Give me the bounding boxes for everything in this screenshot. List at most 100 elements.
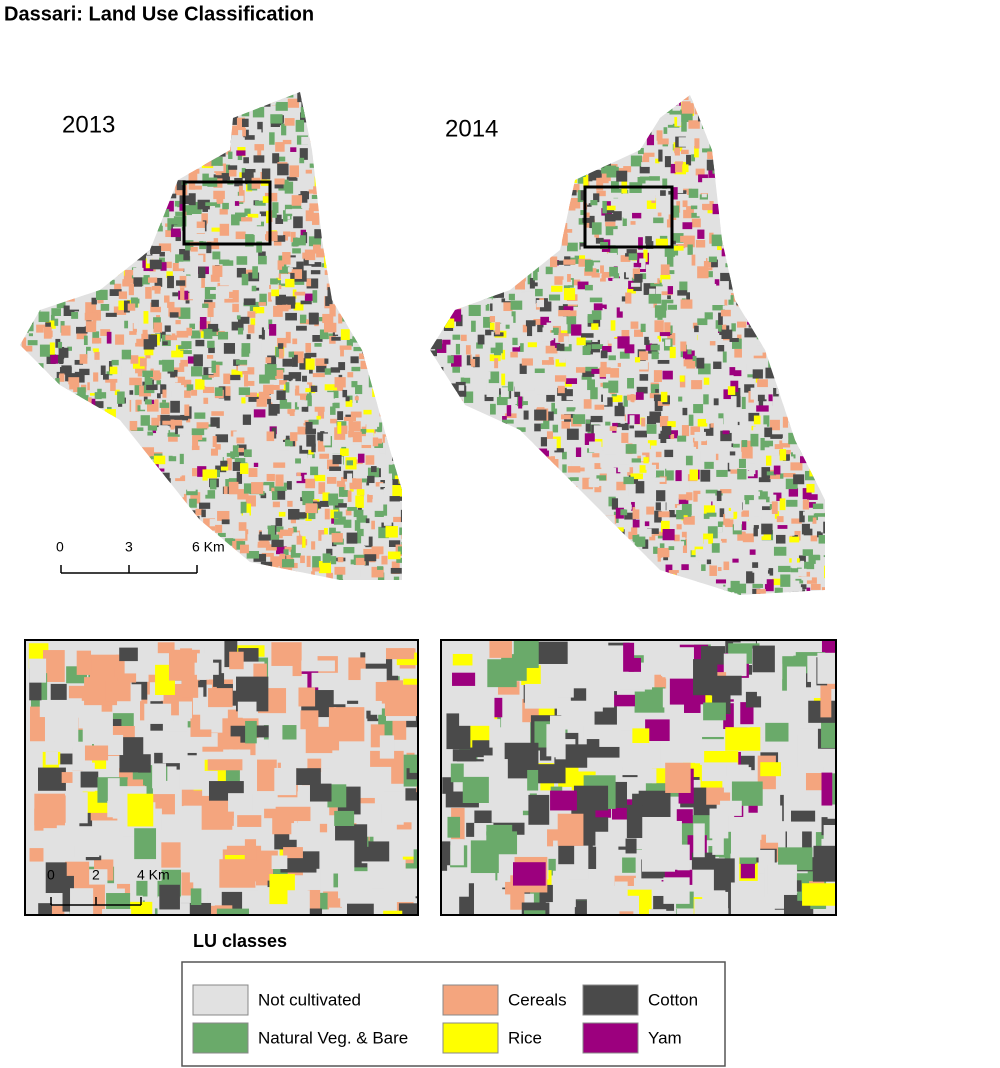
land-patch xyxy=(824,369,825,380)
land-patch xyxy=(564,579,576,591)
land-patch xyxy=(360,428,368,434)
land-patch xyxy=(214,387,223,396)
land-patch xyxy=(736,247,746,260)
land-patch xyxy=(639,351,649,361)
land-patch xyxy=(179,248,190,261)
land-patch xyxy=(458,268,467,278)
land-patch xyxy=(430,346,437,357)
land-patch xyxy=(478,101,489,106)
land-patch xyxy=(733,192,739,201)
land-patch xyxy=(287,500,293,507)
land-patch xyxy=(65,393,73,403)
land-patch xyxy=(89,167,102,176)
land-patch xyxy=(801,232,814,239)
land-patch xyxy=(189,276,202,288)
land-patch xyxy=(763,386,773,391)
land-patch xyxy=(506,166,517,174)
land-patch xyxy=(561,420,570,429)
land-patch xyxy=(74,359,84,365)
land-patch xyxy=(536,592,541,595)
land-patch xyxy=(827,92,836,96)
land-patch xyxy=(738,290,748,299)
land-patch xyxy=(111,219,120,228)
land-patch xyxy=(550,159,560,171)
land-patch xyxy=(20,162,25,173)
land-patch xyxy=(793,98,805,109)
land-patch xyxy=(699,102,710,108)
land-patch xyxy=(45,416,57,426)
land-patch xyxy=(370,109,379,116)
land-patch xyxy=(590,387,598,400)
land-patch xyxy=(755,182,765,193)
land-patch xyxy=(654,320,664,333)
land-patch xyxy=(312,373,325,378)
land-patch xyxy=(793,474,805,485)
land-patch xyxy=(682,200,688,208)
land-patch xyxy=(550,338,556,348)
land-patch xyxy=(795,398,804,411)
land-patch xyxy=(667,245,679,256)
land-patch xyxy=(452,366,461,373)
land-patch xyxy=(744,153,749,159)
land-patch xyxy=(436,524,444,535)
land-patch xyxy=(400,104,402,115)
land-patch xyxy=(385,108,393,117)
land-patch xyxy=(92,331,100,344)
land-patch xyxy=(287,154,293,167)
land-patch xyxy=(605,421,611,426)
land-patch xyxy=(812,409,819,415)
land-patch xyxy=(275,101,288,111)
land-patch xyxy=(56,155,68,163)
land-patch xyxy=(481,246,489,252)
land-patch xyxy=(48,213,54,219)
land-patch xyxy=(430,273,433,282)
land-patch xyxy=(229,587,241,596)
land-patch xyxy=(552,505,562,517)
land-patch xyxy=(344,287,356,297)
land-patch xyxy=(764,427,773,438)
land-patch xyxy=(48,144,56,154)
land-patch xyxy=(533,270,538,281)
land-patch xyxy=(319,149,332,157)
land-patch xyxy=(820,444,825,453)
land-patch xyxy=(508,555,518,567)
land-patch xyxy=(580,246,588,255)
land-patch xyxy=(125,105,138,115)
land-patch xyxy=(323,596,327,607)
land-patch xyxy=(87,350,94,364)
land-patch xyxy=(400,288,402,293)
land-patch xyxy=(626,134,634,145)
land-patch xyxy=(645,241,654,249)
land-patch xyxy=(100,365,106,375)
land-patch xyxy=(337,421,342,434)
land-patch xyxy=(795,328,808,337)
land-patch xyxy=(481,260,494,269)
land-patch xyxy=(660,190,666,196)
land-patch xyxy=(503,527,513,534)
land-patch xyxy=(484,394,494,402)
land-patch xyxy=(96,533,109,542)
land-patch xyxy=(551,408,558,415)
land-patch xyxy=(620,196,632,209)
land-patch xyxy=(317,118,325,132)
land-patch xyxy=(806,577,817,584)
land-patch xyxy=(45,297,55,305)
land-patch xyxy=(238,387,251,396)
land-patch xyxy=(400,162,402,172)
land-patch xyxy=(321,154,328,161)
land-patch xyxy=(446,534,456,539)
land-patch xyxy=(715,166,723,179)
land-patch xyxy=(213,190,225,200)
land-patch xyxy=(679,281,688,294)
land-patch xyxy=(510,300,523,310)
land-patch xyxy=(59,179,67,184)
land-patch xyxy=(795,243,802,250)
land-patch xyxy=(562,279,573,286)
land-patch xyxy=(443,199,455,212)
land-patch xyxy=(459,412,472,420)
land-patch xyxy=(158,149,167,159)
land-patch xyxy=(119,594,123,605)
land-patch xyxy=(317,304,327,314)
land-patch xyxy=(745,102,751,110)
land-patch xyxy=(643,152,655,157)
